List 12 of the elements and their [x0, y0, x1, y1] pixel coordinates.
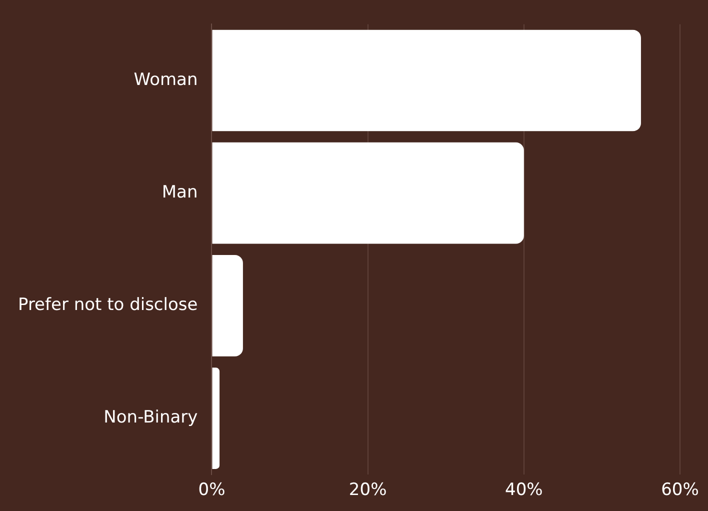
x-tick-label: 20%	[348, 480, 387, 500]
bar	[212, 30, 641, 132]
bar	[212, 368, 220, 469]
x-tick-label: 0%	[198, 480, 226, 500]
y-tick-label: Man	[162, 182, 198, 203]
bar	[212, 255, 243, 356]
x-tick-label: 40%	[505, 480, 543, 500]
x-tick-label: 60%	[661, 480, 699, 500]
bar	[212, 142, 524, 244]
y-tick-label: Prefer not to disclose	[18, 295, 198, 316]
y-tick-label: Non-Binary	[104, 408, 198, 428]
y-tick-label: Woman	[134, 70, 198, 90]
